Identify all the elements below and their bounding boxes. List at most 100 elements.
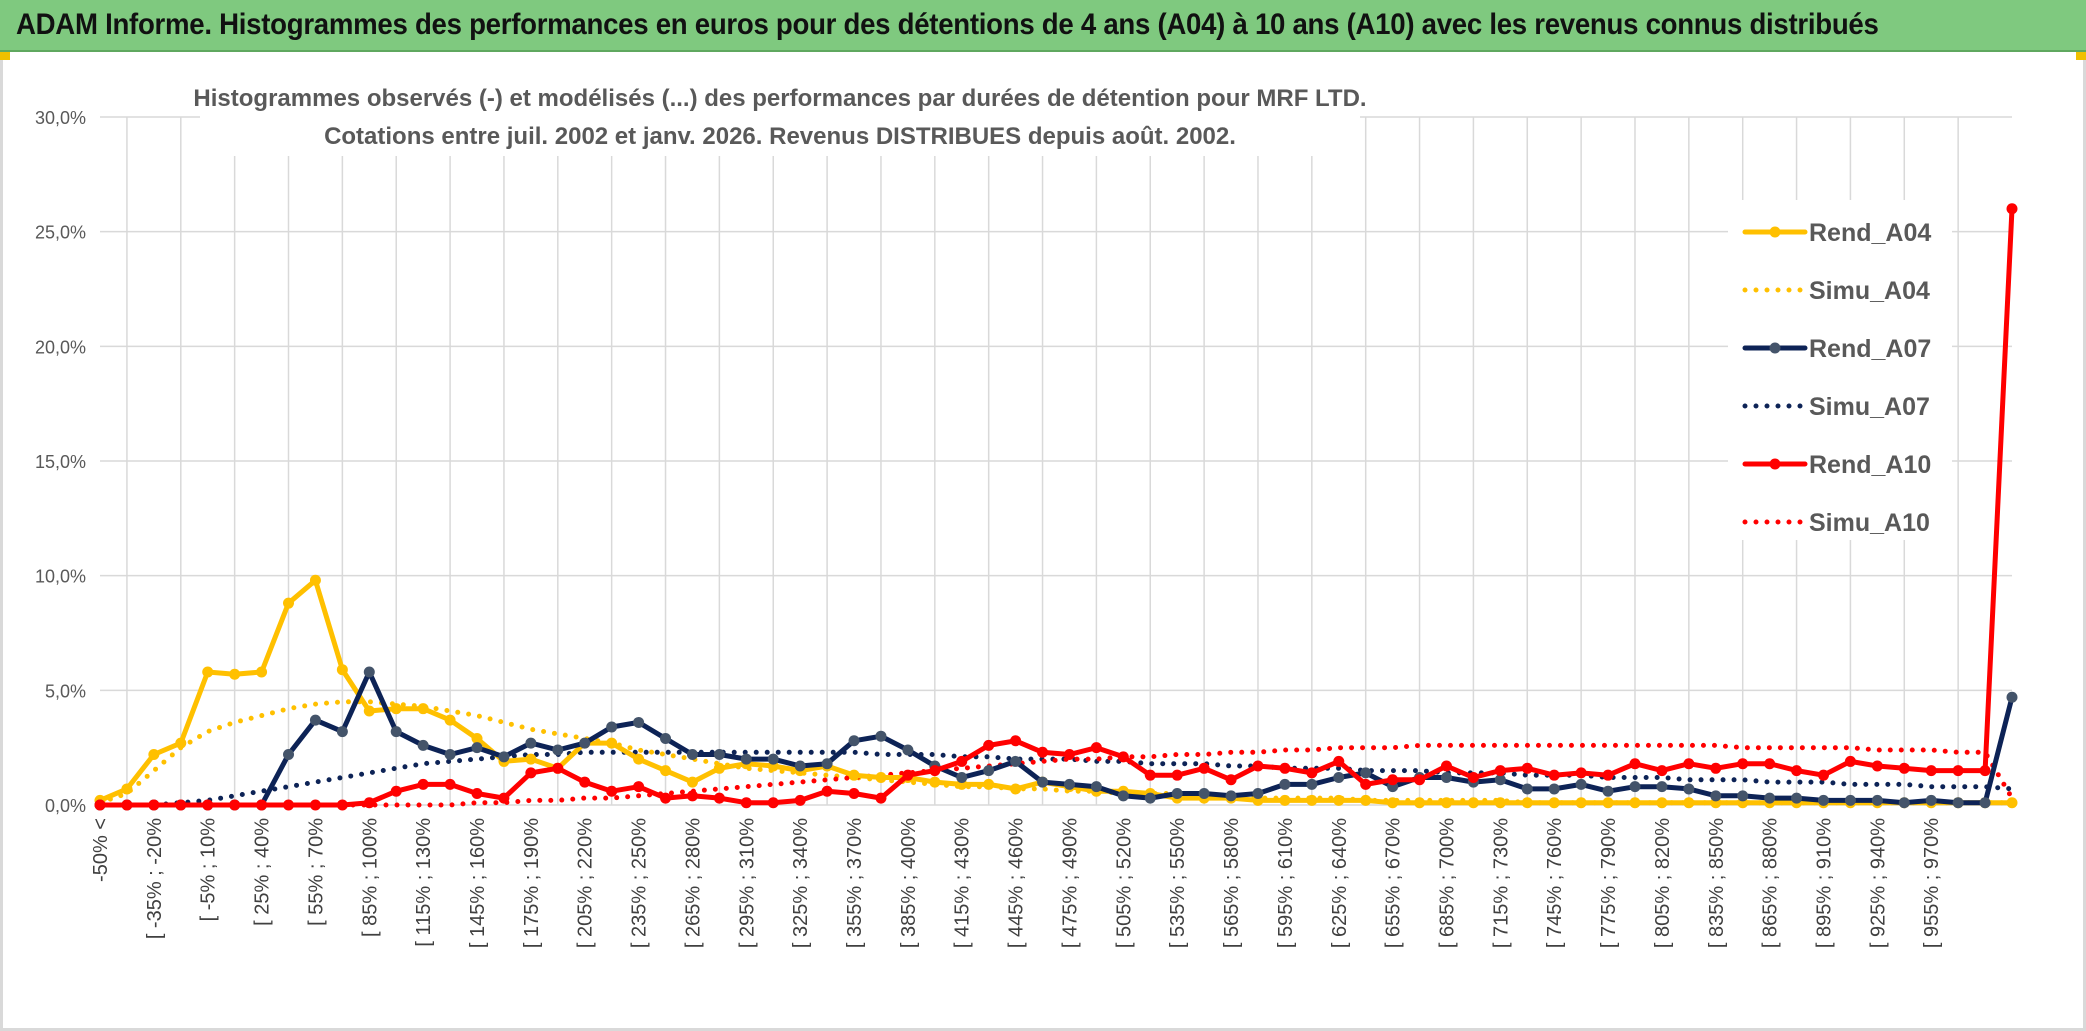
data-point-rend_a07 — [390, 726, 402, 738]
data-point-rend_a07 — [1117, 790, 1129, 802]
data-point-rend_a07 — [1925, 794, 1937, 806]
data-point-rend_a07 — [1521, 783, 1533, 795]
data-point-rend_a04 — [875, 771, 887, 783]
legend-marker — [1769, 226, 1781, 238]
data-point-rend_a10 — [633, 781, 645, 793]
data-point-rend_a10 — [1440, 760, 1452, 772]
data-point-rend_a10 — [1387, 774, 1399, 786]
x-tick-label: [ 235% ; 250% — [629, 818, 651, 948]
data-point-rend_a10 — [202, 799, 214, 811]
data-point-rend_a07 — [1306, 778, 1318, 790]
data-point-rend_a10 — [498, 792, 510, 804]
data-point-rend_a10 — [956, 755, 968, 767]
data-point-rend_a07 — [1252, 788, 1264, 800]
data-point-rend_a07 — [1010, 755, 1022, 767]
data-point-rend_a04 — [1414, 797, 1426, 809]
data-point-rend_a10 — [1360, 778, 1372, 790]
x-tick-label: [ 535% ; 550% — [1167, 818, 1189, 948]
chart-title-line1: Histogrammes observés (-) et modélisés (… — [193, 85, 1366, 112]
data-point-rend_a04 — [848, 769, 860, 781]
data-point-rend_a10 — [1144, 769, 1156, 781]
data-point-rend_a10 — [848, 788, 860, 800]
data-point-rend_a07 — [767, 753, 779, 765]
data-point-rend_a07 — [283, 749, 295, 761]
data-point-rend_a04 — [363, 705, 375, 717]
x-tick-label: [ 115% ; 130% — [413, 818, 435, 947]
x-tick-label: [ 925% ; 940% — [1867, 818, 1889, 948]
data-point-rend_a07 — [1737, 790, 1749, 802]
data-point-rend_a10 — [1521, 762, 1533, 774]
data-point-rend_a04 — [1387, 797, 1399, 809]
data-point-rend_a10 — [283, 799, 295, 811]
data-point-rend_a10 — [606, 785, 618, 797]
data-point-rend_a10 — [471, 788, 483, 800]
data-point-rend_a04 — [309, 574, 321, 586]
data-point-rend_a10 — [2006, 203, 2018, 215]
data-point-rend_a07 — [1710, 790, 1722, 802]
data-point-rend_a10 — [390, 785, 402, 797]
data-point-rend_a10 — [1117, 751, 1129, 763]
legend-label-rend_a04: Rend_A04 — [1809, 219, 1931, 247]
x-tick-label: [ 805% ; 820% — [1652, 818, 1674, 948]
x-tick-label: [ 415% ; 430% — [952, 818, 974, 948]
legend-label-simu_a04: Simu_A04 — [1809, 277, 1930, 305]
data-point-rend_a07 — [1602, 785, 1614, 797]
x-tick-label: [ 85% ; 100% — [359, 818, 381, 937]
data-point-rend_a10 — [1252, 760, 1264, 772]
data-point-rend_a07 — [1979, 797, 1991, 809]
data-point-rend_a07 — [1548, 783, 1560, 795]
data-point-rend_a04 — [929, 776, 941, 788]
data-point-rend_a04 — [983, 778, 995, 790]
data-point-rend_a07 — [309, 714, 321, 726]
chart-title-background — [200, 80, 1360, 156]
data-point-rend_a07 — [713, 749, 725, 761]
data-point-rend_a10 — [1575, 767, 1587, 779]
x-tick-label: [ 385% ; 400% — [898, 818, 920, 948]
report-banner: ADAM Informe. Histogrammes des performan… — [0, 0, 2086, 52]
data-point-rend_a07 — [363, 666, 375, 678]
data-point-rend_a04 — [1333, 794, 1345, 806]
data-point-rend_a10 — [1737, 758, 1749, 770]
x-tick-label: [ 955% ; 970% — [1921, 818, 1943, 948]
data-point-rend_a10 — [1090, 742, 1102, 754]
data-point-rend_a10 — [256, 799, 268, 811]
x-tick-label: [ 55% ; 70% — [305, 818, 327, 926]
data-point-rend_a10 — [1898, 762, 1910, 774]
data-point-rend_a10 — [875, 792, 887, 804]
x-tick-label: [ 355% ; 370% — [844, 818, 866, 948]
y-tick-label: 15,0% — [35, 452, 86, 472]
data-point-rend_a07 — [1090, 781, 1102, 793]
data-point-rend_a07 — [417, 739, 429, 751]
data-point-rend_a10 — [444, 778, 456, 790]
y-tick-label: 25,0% — [35, 223, 86, 243]
legend-label-simu_a10: Simu_A10 — [1809, 509, 1930, 537]
data-point-rend_a07 — [794, 760, 806, 772]
data-point-rend_a07 — [1629, 781, 1641, 793]
data-point-rend_a07 — [1171, 788, 1183, 800]
data-point-rend_a07 — [1144, 792, 1156, 804]
data-point-rend_a10 — [821, 785, 833, 797]
data-point-rend_a10 — [1952, 765, 1964, 777]
data-point-rend_a10 — [1548, 769, 1560, 781]
corner-mark — [2076, 52, 2086, 60]
data-point-rend_a04 — [1629, 797, 1641, 809]
data-point-rend_a10 — [1414, 774, 1426, 786]
data-point-rend_a07 — [875, 730, 887, 742]
data-point-rend_a04 — [1306, 794, 1318, 806]
data-point-rend_a04 — [336, 664, 348, 676]
legend-label-rend_a10: Rend_A10 — [1809, 451, 1931, 479]
data-point-rend_a04 — [390, 703, 402, 715]
data-point-rend_a10 — [1629, 758, 1641, 770]
x-tick-label: [ -5% ; 10% — [198, 818, 220, 922]
x-tick-label: [ 775% ; 790% — [1598, 818, 1620, 948]
data-point-rend_a10 — [417, 778, 429, 790]
data-point-rend_a04 — [121, 783, 133, 795]
data-point-rend_a10 — [121, 799, 133, 811]
data-point-rend_a10 — [1925, 765, 1937, 777]
chart-title-line2: Cotations entre juil. 2002 et janv. 2026… — [324, 123, 1236, 150]
data-point-rend_a07 — [1198, 788, 1210, 800]
x-tick-label: [ 145% ; 160% — [467, 818, 489, 948]
data-point-rend_a07 — [660, 732, 672, 744]
data-point-rend_a07 — [1225, 790, 1237, 802]
